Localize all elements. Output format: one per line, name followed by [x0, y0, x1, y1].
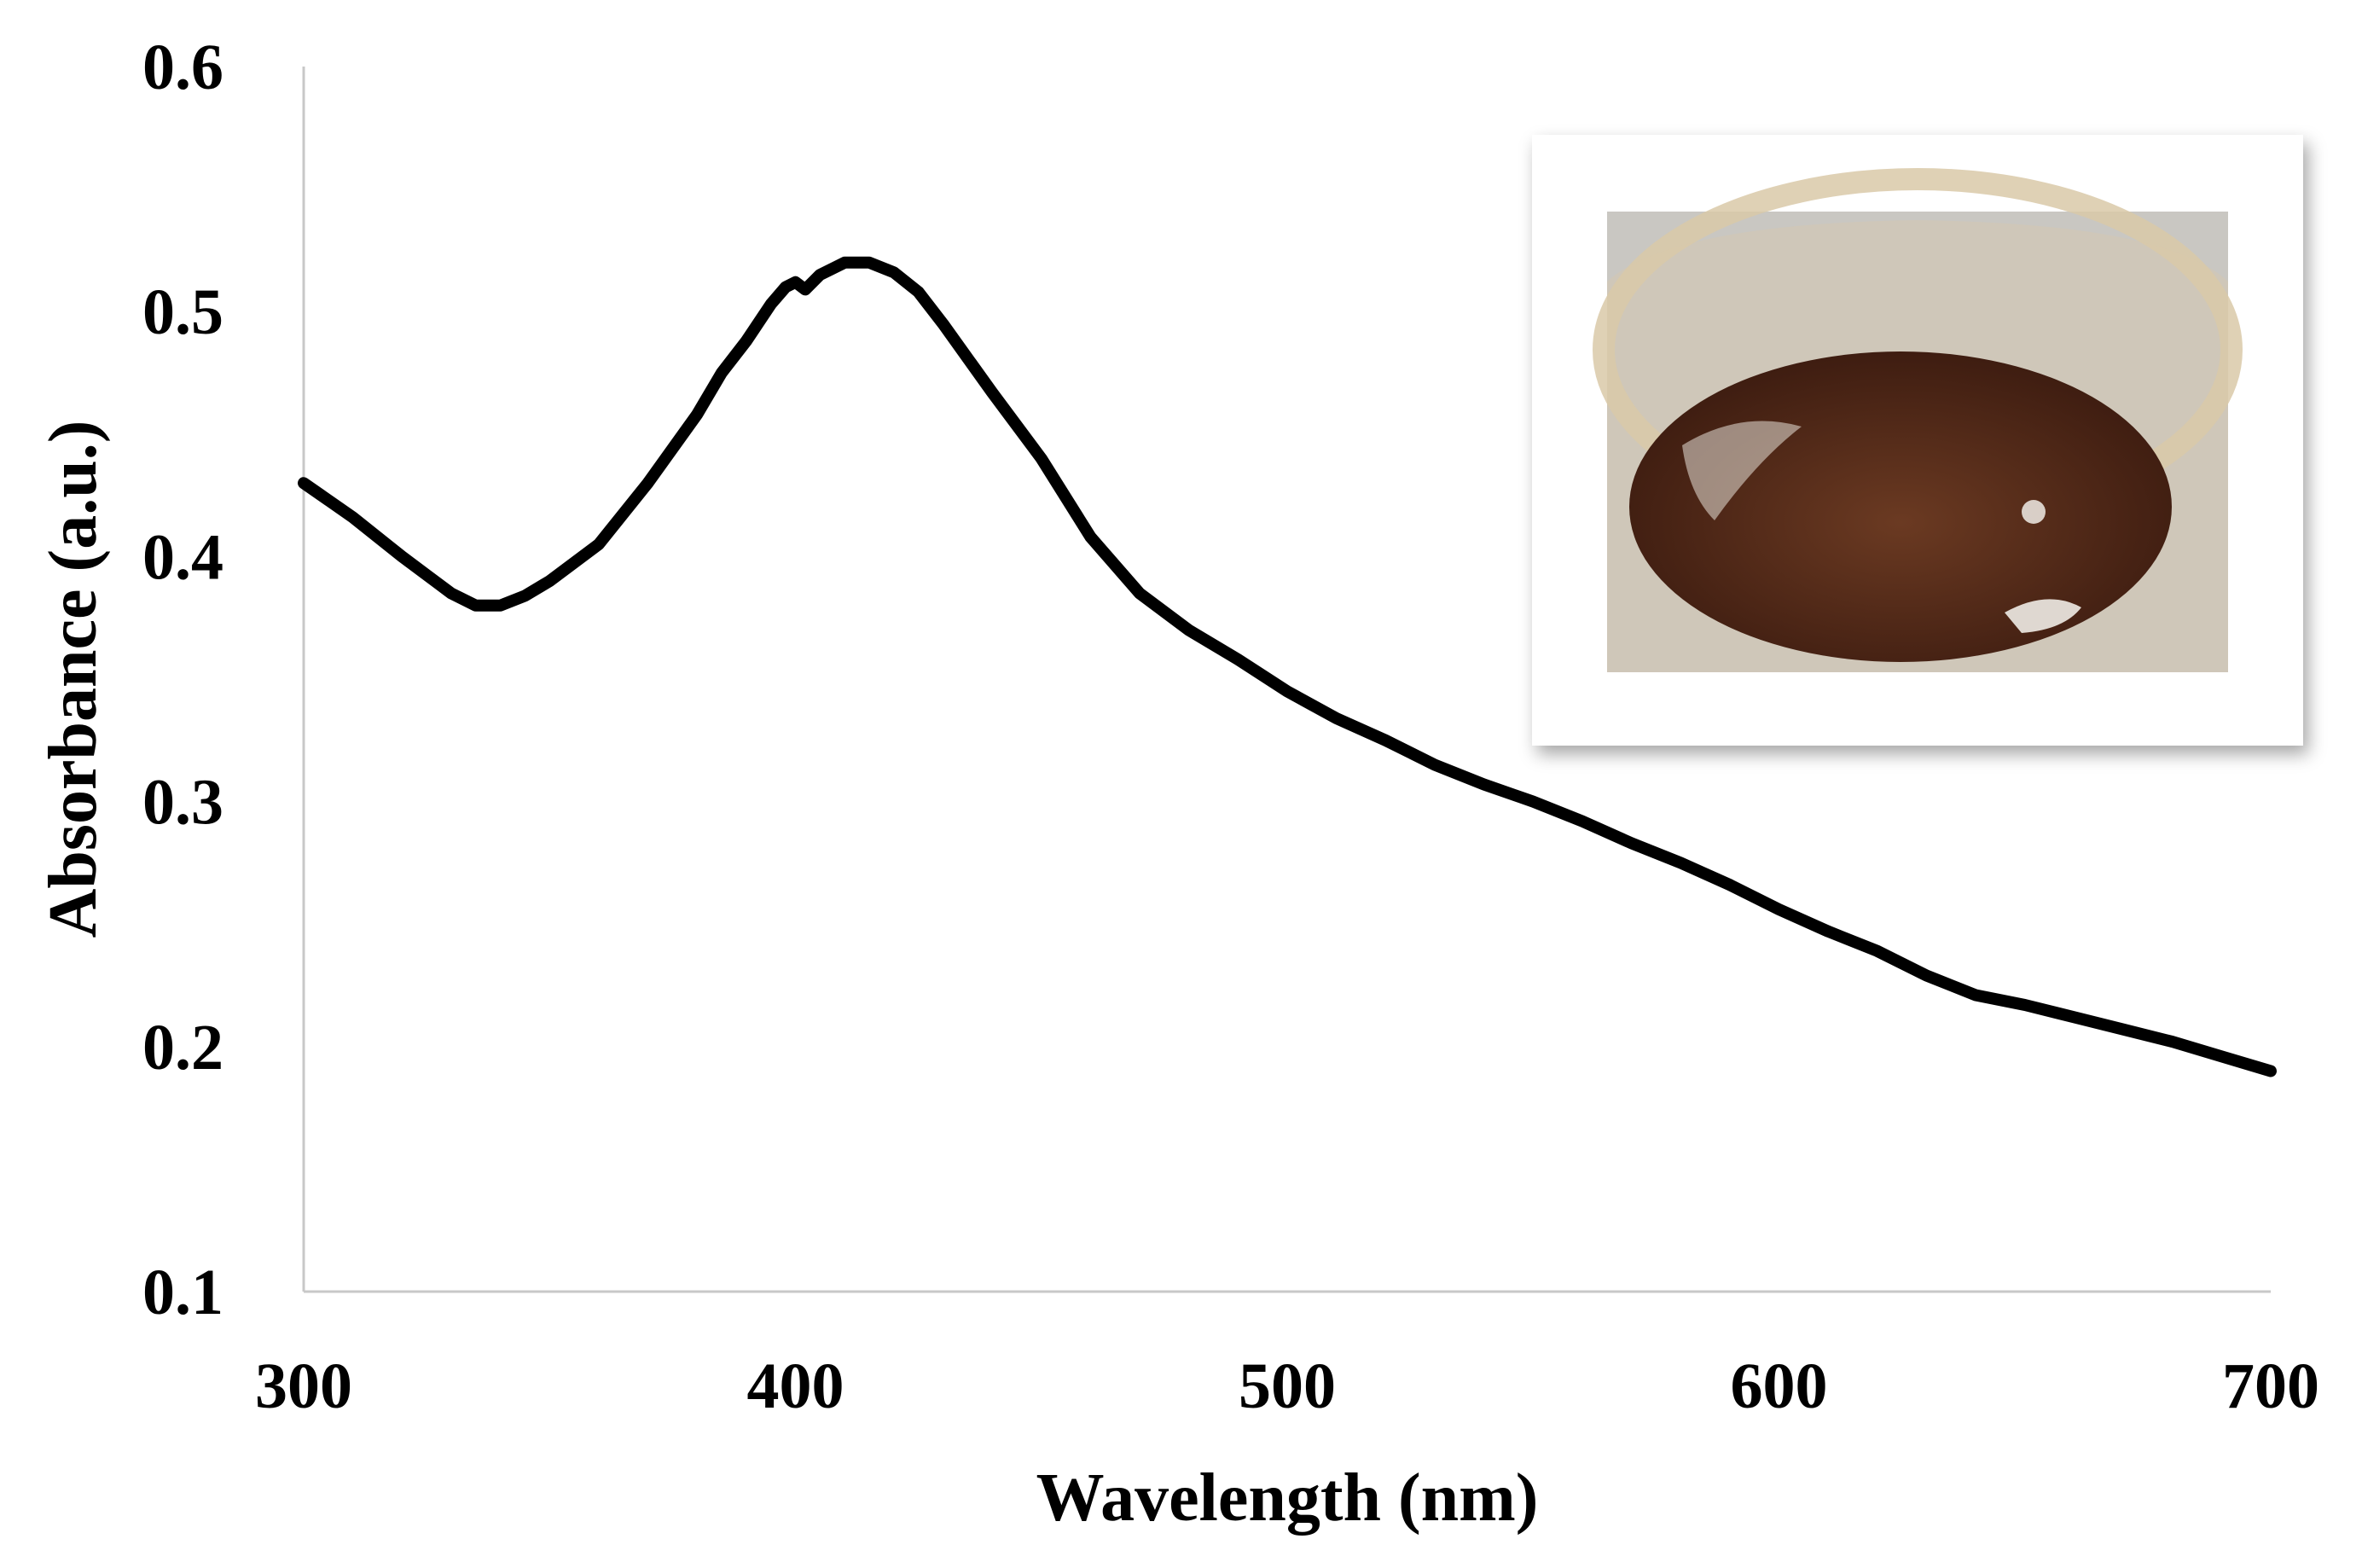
y-tick-label: 0.6: [142, 32, 223, 103]
y-tick-label: 0.2: [142, 1012, 223, 1083]
series-layer: [298, 256, 2277, 1077]
liquid-highlight-small: [2022, 500, 2046, 524]
x-tick-label: 600: [1731, 1350, 1828, 1422]
x-tick-label: 400: [747, 1350, 844, 1422]
liquid-highlight: [2005, 599, 2081, 633]
liquid-reflection: [1682, 421, 1802, 520]
x-axis-title: Wavelength (nm): [1036, 1461, 1539, 1536]
x-tick-label: 300: [255, 1350, 352, 1422]
absorbance-series-line: [298, 256, 2277, 1077]
x-tick-labels: 300 400 500 600 700: [255, 1350, 2319, 1422]
y-tick-label: 0.4: [142, 521, 223, 593]
inset-photo: [1532, 135, 2303, 746]
y-tick-label: 0.3: [142, 767, 223, 839]
y-axis-title: Absorbance (a.u.): [36, 421, 111, 938]
x-tick-label: 700: [2222, 1350, 2319, 1422]
y-tick-labels: 0.1 0.2 0.3 0.4 0.5 0.6: [142, 32, 223, 1328]
y-tick-label: 0.1: [142, 1257, 223, 1328]
y-tick-label: 0.5: [142, 276, 223, 348]
x-tick-label: 500: [1239, 1350, 1336, 1422]
